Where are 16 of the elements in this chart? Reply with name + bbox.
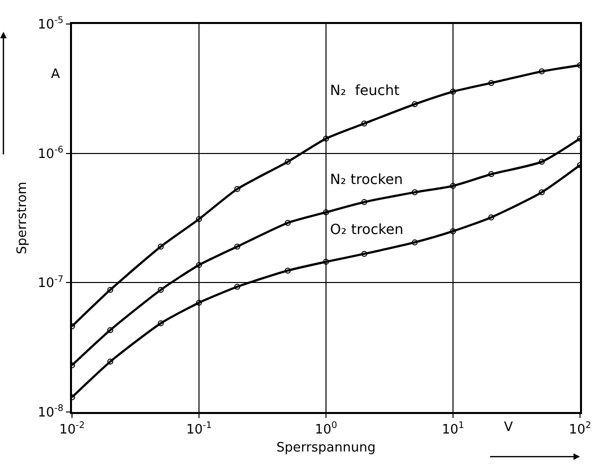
x-tick-label: 10$^{1}$ [442,421,464,438]
x-tick-label: 10$^{0}$ [314,421,338,438]
x-tick-label: 10$^{-1}$ [186,421,212,438]
x-axis-title: Sperrspannung [276,440,376,456]
y-tick-label: 10$^{-8}$ [38,404,64,421]
text: V [504,420,513,435]
series-label: N₂ trocken [330,172,403,188]
series-label: N₂ feucht [330,83,400,99]
x-tick-label: 10$^{-2}$ [59,421,85,438]
series-label: O₂ trocken [330,222,404,238]
y-tick-label: 10$^{-7}$ [38,274,64,292]
y-tick-label: 10$^{-5}$ [38,16,64,33]
y-tick-label: 10$^{-6}$ [38,145,64,162]
y-axis-title: Sperrstrom [15,182,30,254]
text: A [51,67,60,82]
x-tick-label: 10$^{2}$ [568,421,592,438]
